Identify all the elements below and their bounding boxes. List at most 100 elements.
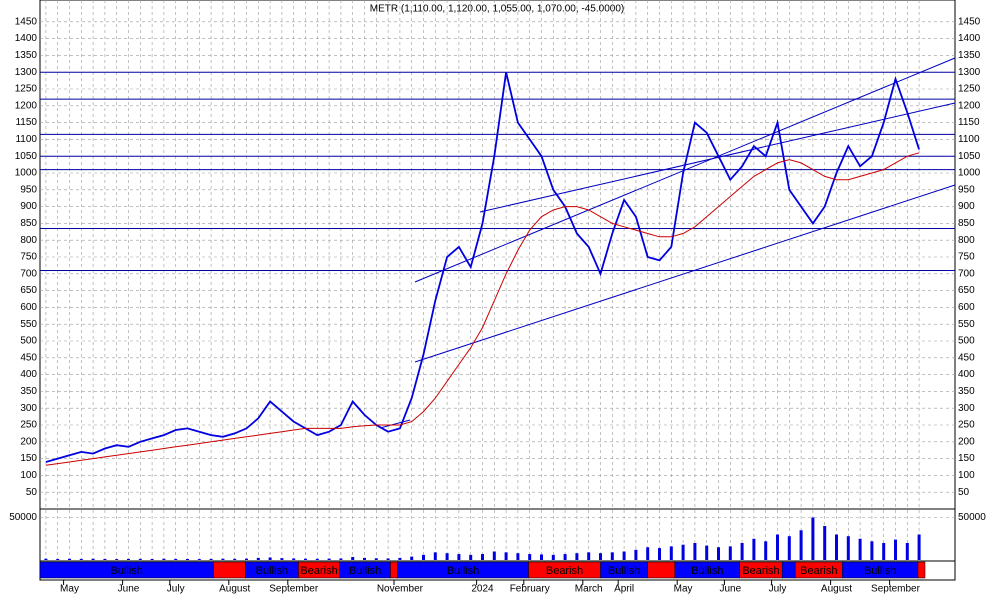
- volume-bar: [681, 544, 685, 560]
- y-tick-label: 850: [958, 218, 975, 229]
- y-tick-label: 50: [958, 487, 970, 498]
- y-tick-label: 1450: [958, 16, 981, 27]
- regime-label: Bearish: [546, 565, 583, 577]
- x-tick-label: May: [674, 584, 693, 594]
- volume-bar: [469, 554, 473, 560]
- y-tick-label: 350: [20, 386, 37, 397]
- x-tick-label: 2024: [471, 584, 494, 594]
- volume-bar: [705, 545, 709, 560]
- volume-bar: [56, 558, 60, 560]
- x-tick-label: August: [219, 584, 250, 594]
- trend-line: [414, 184, 956, 363]
- volume-bar: [693, 543, 697, 560]
- regime-label: Bearish: [800, 565, 837, 577]
- volume-bar: [68, 558, 71, 560]
- y-tick-label: 250: [20, 420, 37, 431]
- x-tick-label: July: [769, 584, 787, 594]
- volume-bar: [752, 538, 756, 560]
- y-tick-label: 1050: [15, 151, 38, 162]
- regime-label: Bearish: [300, 565, 337, 577]
- y-tick-label: 1400: [15, 33, 38, 44]
- regime-band: [213, 561, 246, 579]
- volume-bar: [658, 548, 661, 560]
- y-tick-label: 200: [20, 436, 37, 447]
- volume-bar: [327, 558, 331, 560]
- y-tick-label: 900: [20, 201, 37, 212]
- y-tick-label: 100: [958, 470, 975, 481]
- volume-bar: [339, 558, 343, 560]
- volume-bar: [292, 558, 296, 560]
- volume-bar: [115, 559, 119, 560]
- volume-bar: [127, 558, 130, 560]
- y-tick-label: 650: [20, 285, 37, 296]
- y-tick-label: 1450: [15, 16, 38, 27]
- y-tick-label: 700: [958, 268, 975, 279]
- y-tick-label: 250: [958, 420, 975, 431]
- regime-label: Bullish: [691, 565, 723, 577]
- y-tick-label: 900: [958, 201, 975, 212]
- volume-bar: [835, 534, 838, 560]
- x-tick-label: February: [510, 584, 550, 594]
- y-tick-label: 550: [20, 319, 37, 330]
- y-tick-label: 950: [958, 184, 975, 195]
- y-tick-label: 700: [20, 268, 37, 279]
- volume-bar: [150, 558, 154, 560]
- volume-bar: [138, 558, 142, 560]
- x-tick-label: June: [719, 584, 741, 594]
- volume-bar: [410, 556, 414, 560]
- y-tick-label: 1100: [15, 134, 37, 145]
- regime-label: Bullish: [608, 565, 640, 577]
- y-tick-label: 550: [958, 319, 975, 330]
- volume-bar: [516, 553, 520, 560]
- x-tick-label: July: [167, 584, 185, 594]
- y-tick-label: 200: [958, 436, 975, 447]
- regime-band: [647, 561, 676, 579]
- volume-bar: [256, 557, 260, 560]
- y-tick-label: 400: [958, 369, 975, 380]
- trend-line: [479, 102, 956, 213]
- y-tick-label: 150: [20, 453, 37, 464]
- volume-bar: [563, 554, 567, 560]
- trend-line: [414, 57, 956, 283]
- x-tick-label: April: [614, 584, 634, 594]
- price-line: [45, 71, 920, 463]
- volume-bar: [433, 552, 437, 560]
- y-tick-label: 150: [958, 453, 975, 464]
- volume-bar: [740, 543, 744, 560]
- x-tick-label: September: [871, 584, 921, 594]
- volume-bar: [599, 553, 602, 560]
- volume-bar: [280, 558, 284, 560]
- regime-label: Bullish: [111, 565, 143, 577]
- volume-bar: [221, 558, 225, 560]
- volume-bar: [315, 558, 319, 560]
- y-tick-label: 1000: [958, 168, 981, 179]
- y-tick-label: 600: [20, 302, 37, 313]
- volume-bar: [540, 554, 543, 560]
- y-tick-label: 500: [20, 336, 37, 347]
- y-tick-label: 100: [20, 470, 37, 481]
- volume-bar: [492, 551, 496, 560]
- y-tick-label: 800: [958, 235, 975, 246]
- x-tick-label: September: [269, 584, 319, 594]
- y-tick-label: 1150: [958, 117, 980, 128]
- volume-bar: [197, 559, 201, 560]
- y-tick-label: 950: [20, 184, 37, 195]
- volume-bar: [103, 558, 107, 560]
- volume-bar: [728, 546, 732, 560]
- y-tick-label: 1100: [958, 134, 980, 145]
- volume-bar: [764, 541, 768, 560]
- volume-bar: [374, 558, 378, 560]
- y-tick-label: 50: [26, 487, 38, 498]
- volume-bar: [363, 557, 366, 560]
- volume-bar: [669, 546, 673, 560]
- regime-label: Bearish: [742, 565, 779, 577]
- volume-bar: [787, 536, 791, 560]
- volume-bar: [445, 553, 449, 560]
- x-tick-label: November: [377, 584, 424, 594]
- volume-bar: [646, 547, 650, 560]
- regime-band: [781, 561, 796, 579]
- regime-label: Bullish: [447, 565, 479, 577]
- volume-bar: [174, 558, 178, 560]
- volume-bar: [823, 526, 827, 560]
- y-tick-label: 1000: [15, 168, 38, 179]
